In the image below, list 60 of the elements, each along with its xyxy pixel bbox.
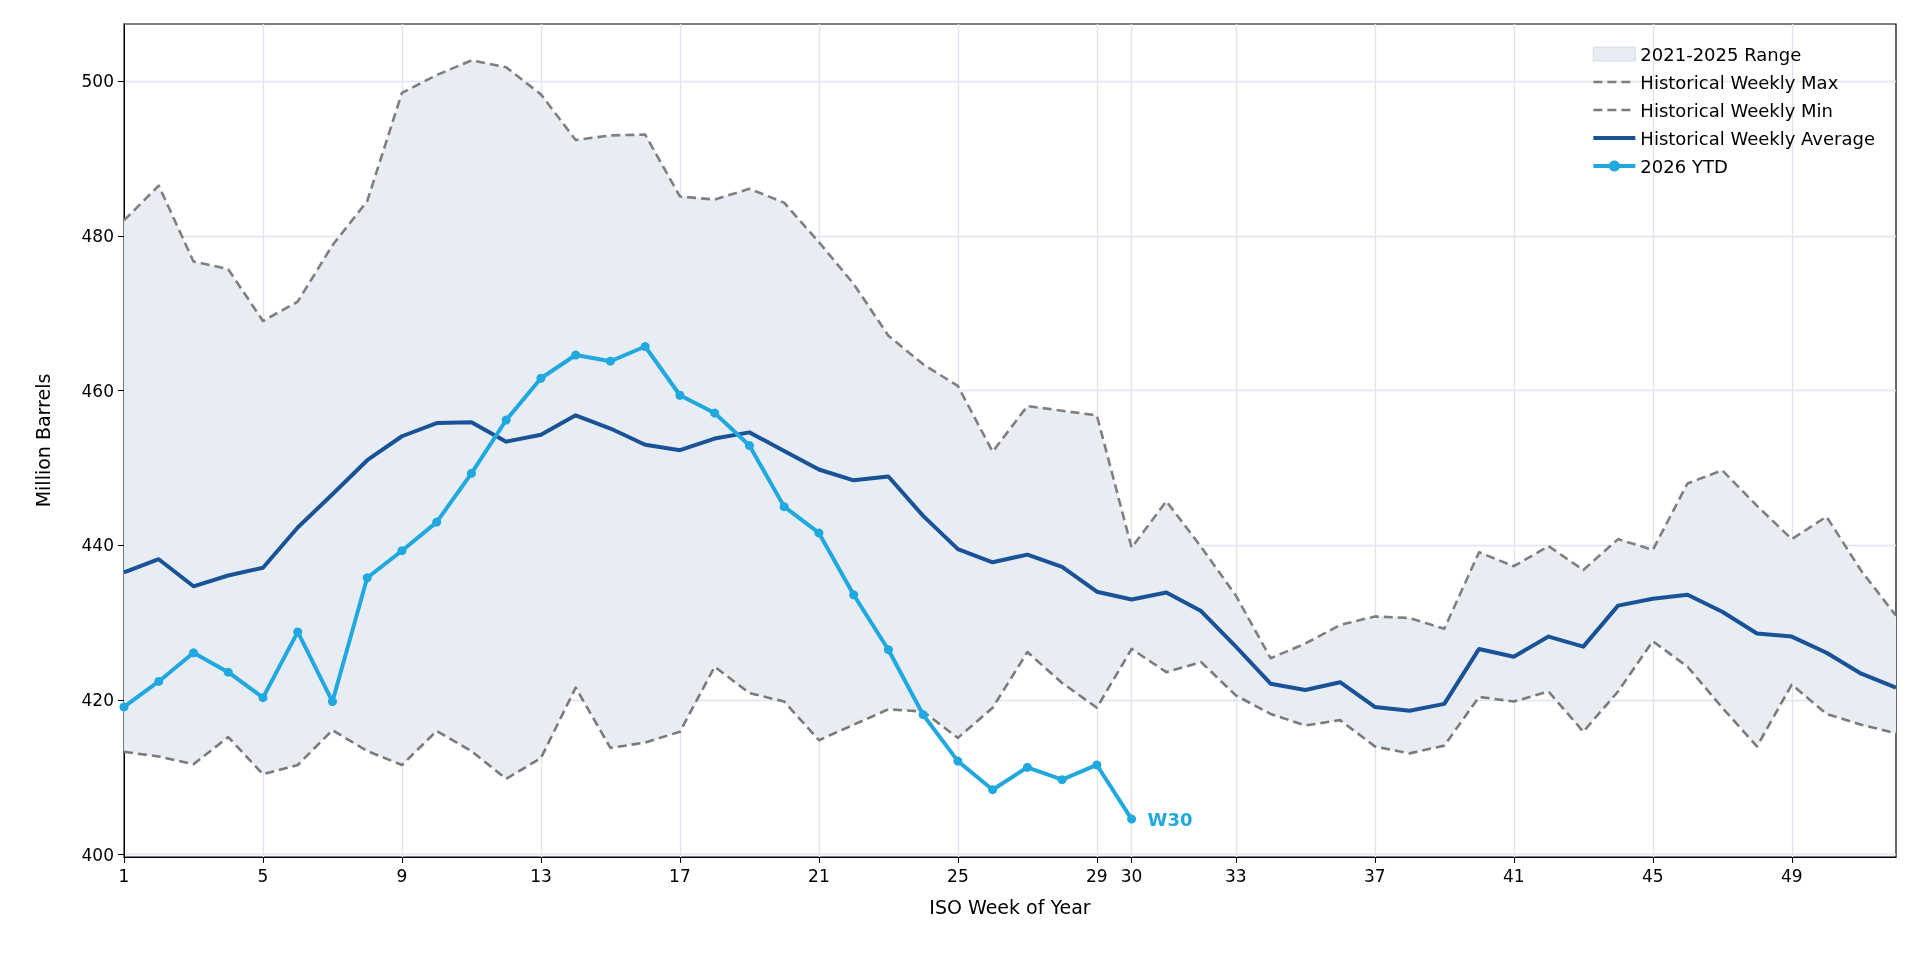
point: [223, 667, 233, 677]
legend-label: Historical Weekly Average: [1640, 127, 1876, 149]
x-tick-label: 33: [1225, 865, 1247, 886]
point: [397, 546, 407, 556]
line-series: [122, 413, 1898, 713]
point: [953, 756, 963, 766]
x-tick-label: 1: [118, 865, 130, 886]
point: [988, 785, 998, 795]
legend-label: 2021-2025 Range: [1640, 43, 1802, 65]
x-tick-label: 25: [947, 865, 969, 886]
legend-label: Historical Weekly Min: [1640, 99, 1834, 121]
x-tick-label: 45: [1641, 865, 1664, 886]
legend-label: 2026 YTD: [1640, 155, 1728, 177]
x-tick-label: 41: [1502, 865, 1525, 886]
point: [258, 693, 268, 703]
point: [779, 502, 789, 512]
y-axis-title: Million Barrels: [31, 373, 54, 508]
x-tick-label: 5: [257, 865, 269, 886]
x-tick-label: 29: [1086, 865, 1108, 886]
point: [327, 697, 337, 707]
y-tick-label: 440: [81, 535, 114, 556]
legend-label: Historical Weekly Max: [1640, 71, 1839, 93]
x-tick-label: 49: [1780, 865, 1803, 886]
point: [293, 627, 303, 637]
point: [1057, 775, 1067, 785]
point: [189, 648, 198, 658]
point: [1092, 760, 1102, 770]
point: [918, 710, 928, 720]
point: [432, 517, 442, 527]
x-tick-label: 13: [530, 865, 552, 886]
point: [814, 528, 824, 538]
x-tick-label: 37: [1364, 865, 1386, 886]
point: [883, 645, 893, 655]
point: [675, 390, 685, 400]
y-tick-label: 400: [81, 844, 114, 865]
y-tick-label: 420: [81, 689, 114, 710]
annotation: W30: [1147, 808, 1193, 830]
y-tick-label: 480: [81, 225, 114, 246]
point: [605, 356, 615, 366]
point: [571, 350, 581, 360]
x-axis-title: ISO Week of Year: [929, 895, 1091, 918]
point: [1127, 814, 1137, 824]
y-tick-label: 460: [81, 380, 114, 401]
point: [1022, 762, 1032, 772]
point: [849, 590, 859, 600]
point: [710, 408, 720, 418]
point: [154, 676, 164, 686]
y-tick-label: 500: [81, 71, 114, 92]
point: [362, 573, 372, 583]
point: [536, 373, 546, 383]
line-series: [122, 639, 1898, 781]
x-tick-label: 17: [669, 865, 691, 886]
x-tick-label: 9: [396, 865, 408, 886]
x-tick-label: 21: [808, 865, 830, 886]
point: [744, 441, 754, 451]
x-tick-label: 30: [1120, 865, 1143, 886]
point: [640, 342, 650, 352]
point: [501, 415, 511, 425]
point: [119, 702, 129, 712]
point: [466, 468, 476, 478]
